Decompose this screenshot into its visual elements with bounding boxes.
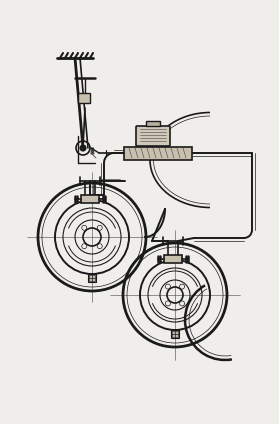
Bar [164,255,182,263]
FancyBboxPatch shape [136,126,170,146]
Bar [81,195,99,203]
Bar [124,147,192,160]
Bar [171,330,179,338]
Circle shape [80,145,86,151]
Bar [146,121,160,126]
Bar [88,274,96,282]
Bar [78,93,90,103]
Bar [89,275,95,281]
Bar [172,331,178,337]
